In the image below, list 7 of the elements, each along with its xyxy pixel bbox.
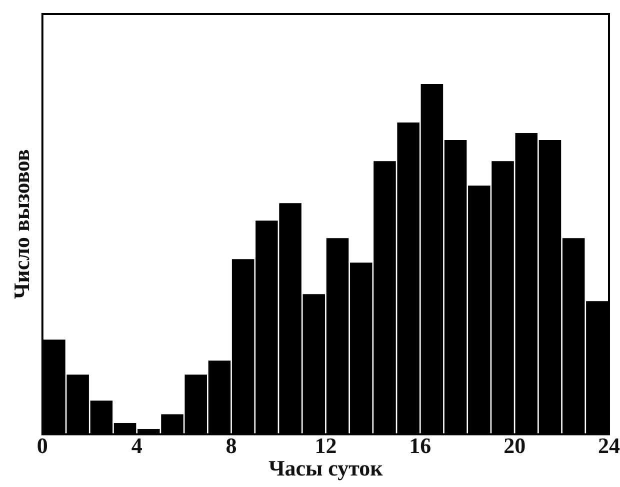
x-tick-label: 0 — [36, 433, 48, 458]
x-tick-label: 4 — [131, 433, 142, 458]
y-axis-title: Число вызовов — [8, 149, 34, 299]
x-tick-label: 16 — [409, 433, 432, 458]
x-tick-label: 8 — [226, 433, 237, 458]
x-tick-label: 20 — [504, 433, 526, 458]
x-tick-label: 24 — [598, 433, 620, 458]
